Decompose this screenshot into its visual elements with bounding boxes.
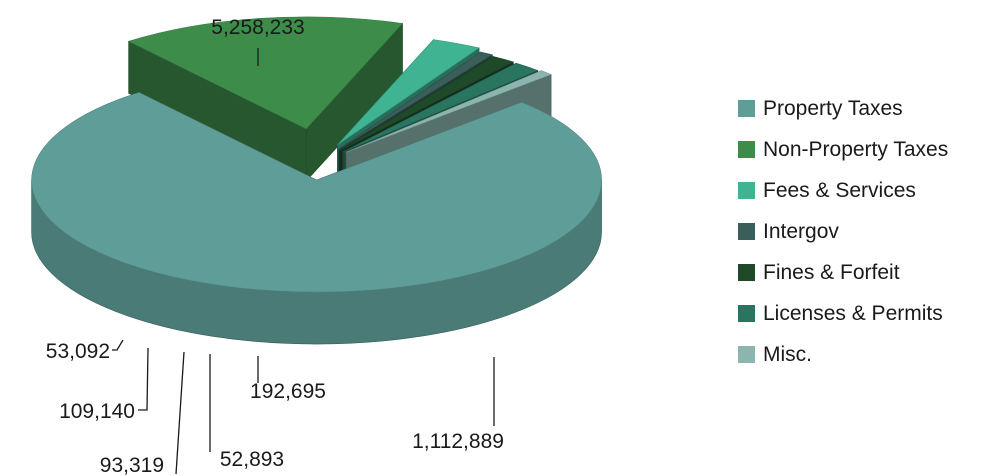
data-label-fees-services: 192,695	[250, 356, 326, 403]
legend-swatch	[738, 305, 755, 322]
slice-property-taxes	[31, 92, 602, 345]
slice-top-face	[337, 39, 480, 146]
data-label-non-property-taxes: 1,112,889	[412, 357, 504, 453]
legend-item-licenses-permits: Licenses & Permits	[738, 293, 1003, 334]
data-label-property-taxes: 5,258,233	[211, 16, 305, 66]
legend-item-intergov: Intergov	[738, 211, 1003, 252]
slice-top-face	[338, 51, 494, 150]
data-label-fines-forfeit: 93,319	[100, 351, 185, 476]
legend-label: Property Taxes	[763, 96, 903, 120]
slice-top-face	[31, 92, 602, 293]
slice-top-face	[127, 16, 404, 130]
legend-swatch	[738, 346, 755, 363]
data-label-text: 52,893	[220, 448, 284, 471]
legend-item-property-taxes: Property Taxes	[738, 88, 1003, 129]
slice-top-face	[339, 56, 515, 152]
data-label-text: 192,695	[250, 380, 326, 403]
data-label-text: 109,140	[59, 400, 135, 423]
slice-top-face	[342, 62, 539, 153]
data-label-misc: 53,092	[46, 339, 124, 363]
legend-item-fees-services: Fees & Services	[738, 170, 1003, 211]
leader-line	[112, 339, 124, 351]
legend-label: Misc.	[763, 342, 812, 366]
legend-swatch	[738, 182, 755, 199]
slice-non-property-taxes	[127, 16, 404, 182]
legend-item-fines-forfeit: Fines & Forfeit	[738, 252, 1003, 293]
data-label-intergov: 52,893	[209, 354, 284, 471]
slice-top-face	[345, 70, 552, 153]
data-label-text: 5,258,233	[211, 16, 304, 39]
data-label-licenses-permits: 109,140	[59, 347, 149, 423]
legend-swatch	[738, 223, 755, 240]
legend-label: Licenses & Permits	[763, 301, 943, 325]
legend-label: Fines & Forfeit	[763, 260, 900, 284]
legend-swatch	[738, 141, 755, 158]
chart-legend: Property Taxes Non-Property Taxes Fees & S…	[738, 88, 1003, 375]
leader-line	[138, 347, 149, 411]
legend-label: Non-Property Taxes	[763, 137, 949, 161]
legend-label: Intergov	[763, 219, 839, 243]
legend-item-non-property-taxes: Non-Property Taxes	[738, 129, 1003, 170]
legend-item-misc: Misc.	[738, 334, 1003, 375]
data-label-text: 1,112,889	[412, 430, 504, 453]
legend-label: Fees & Services	[763, 178, 916, 202]
legend-swatch	[738, 100, 755, 117]
leader-line	[175, 351, 185, 475]
data-label-text: 53,092	[46, 340, 110, 363]
legend-swatch	[738, 264, 755, 281]
data-label-text: 93,319	[100, 454, 164, 476]
